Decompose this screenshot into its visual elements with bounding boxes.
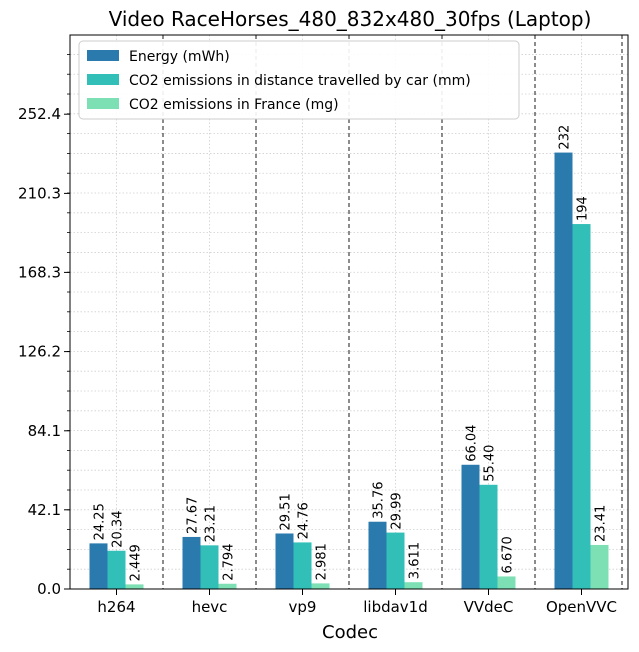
legend-swatch <box>87 74 119 85</box>
y-tick-label: 84.1 <box>28 422 61 440</box>
y-tick-label: 210.3 <box>18 184 61 202</box>
legend-label: CO2 emissions in France (mg) <box>129 97 339 113</box>
bar-h264-1 <box>107 550 126 589</box>
x-tick-label: libdav1d <box>363 598 428 616</box>
data-label: 232 <box>558 125 573 150</box>
bar-hevc-0 <box>182 536 201 589</box>
data-label: 23.21 <box>204 505 219 542</box>
data-label: 2.794 <box>222 544 237 581</box>
bar-vp9-1 <box>293 542 312 589</box>
data-label: 23.41 <box>594 505 609 542</box>
bar-OpenVVC-2 <box>590 544 609 589</box>
x-tick-label: h264 <box>97 598 135 616</box>
bar-hevc-2 <box>218 583 237 589</box>
legend: Energy (mWh) CO2 emissions in distance tr… <box>78 40 520 120</box>
bar-VVdeC-2 <box>497 576 516 589</box>
y-tick-label: 252.4 <box>18 105 61 123</box>
y-tick-label: 42.1 <box>28 501 61 519</box>
bar-VVdeC-0 <box>461 464 480 589</box>
bar-vp9-2 <box>311 583 330 589</box>
data-label: 24.25 <box>93 503 108 540</box>
y-axis: 0.0 42.1 84.1 126.2 168.3 210.3 252.4 <box>18 54 70 598</box>
y-tick-label: 126.2 <box>18 343 61 361</box>
data-label: 35.76 <box>372 482 387 519</box>
bar-VVdeC-1 <box>479 484 498 589</box>
bar-OpenVVC-1 <box>572 224 591 589</box>
bar-OpenVVC-0 <box>554 152 573 590</box>
x-tick-label: OpenVVC <box>546 598 617 616</box>
data-label: 3.611 <box>408 542 423 579</box>
data-label: 6.670 <box>501 536 516 573</box>
bar-libdav1d-1 <box>386 532 405 589</box>
data-label: 55.40 <box>483 445 498 482</box>
data-label: 194 <box>576 196 591 221</box>
data-labels: 24.25 20.342.449 27.67 23.212.794 29.51 24.76… <box>93 125 609 582</box>
legend-label: Energy (mWh) <box>129 49 230 65</box>
bar-vp9-0 <box>275 533 294 589</box>
chart-title: Video RaceHorses_480_832x480_30fps (Lapt… <box>109 7 592 31</box>
legend-label: CO2 emissions in distance travelled by c… <box>129 73 471 89</box>
y-tick-label: 168.3 <box>18 263 61 281</box>
legend-swatch <box>87 98 119 109</box>
x-axis-label: Codec <box>322 622 378 643</box>
x-tick-label: hevc <box>192 598 228 616</box>
legend-box <box>78 40 520 120</box>
data-label: 2.981 <box>315 543 330 580</box>
legend-swatch <box>87 50 119 61</box>
data-label: 20.34 <box>111 511 126 548</box>
data-label: 66.04 <box>465 425 480 462</box>
data-label: 2.449 <box>129 544 144 581</box>
bars <box>89 152 609 590</box>
bar-h264-2 <box>125 584 144 589</box>
bar-libdav1d-0 <box>368 521 387 589</box>
x-tick-label: vp9 <box>289 598 317 616</box>
bar-hevc-1 <box>200 545 219 589</box>
x-tick-label: VVdeC <box>464 598 514 616</box>
y-tick-label: 0.0 <box>37 580 61 598</box>
data-label: 29.51 <box>279 493 294 530</box>
bar-libdav1d-2 <box>404 582 423 589</box>
x-axis: h264 hevc vp9 libdav1d VVdeC OpenVVC <box>97 589 617 616</box>
bar-h264-0 <box>89 543 108 589</box>
data-label: 27.67 <box>186 497 201 534</box>
data-label: 29.99 <box>390 492 405 529</box>
data-label: 24.76 <box>297 502 312 539</box>
group-separators <box>162 35 623 589</box>
